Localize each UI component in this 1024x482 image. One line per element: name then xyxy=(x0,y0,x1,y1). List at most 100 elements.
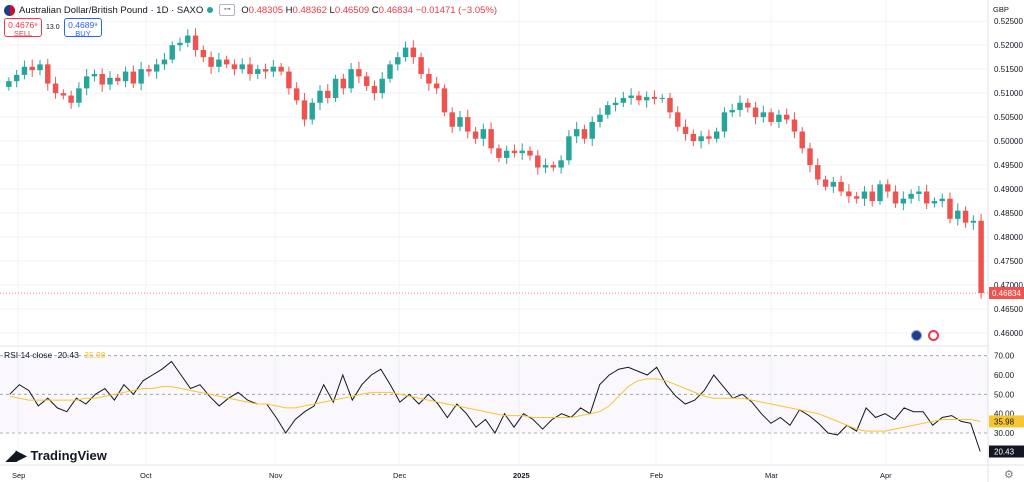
candle-body xyxy=(581,129,588,139)
candle-body xyxy=(185,35,191,43)
price-tick-label: 0.46000 xyxy=(994,329,1023,338)
candle-body xyxy=(325,90,331,98)
time-tick-label: Oct xyxy=(140,471,153,480)
candle-body xyxy=(643,96,650,101)
candle-body xyxy=(177,42,183,46)
settings-gear-icon[interactable]: ⚙ xyxy=(1004,469,1014,481)
candle-body xyxy=(363,76,370,86)
candle-body xyxy=(340,78,347,89)
candle-body xyxy=(900,198,907,204)
candle-body xyxy=(231,64,238,70)
rsi-line xyxy=(9,360,981,452)
buy-button[interactable]: 0.4689⁹ BUY xyxy=(64,18,102,37)
candle-body xyxy=(348,69,354,89)
candle-body xyxy=(239,64,245,70)
candle-body xyxy=(426,73,432,84)
candle-body xyxy=(550,165,557,168)
price-tick-label: 0.50000 xyxy=(994,137,1023,146)
ohlc-values: O0.48305 H0.48362 L0.46509 C0.46834 −0.0… xyxy=(241,4,497,16)
time-tick-label: Dec xyxy=(393,471,407,480)
rsi-tick-label: 50.00 xyxy=(994,390,1015,399)
candle-body xyxy=(115,77,121,82)
tradingview-logo-icon: ◢▶ xyxy=(6,447,27,463)
time-tick-label: Mar xyxy=(765,471,778,480)
candle-body xyxy=(955,210,961,219)
price-tick-label: 0.48000 xyxy=(994,233,1023,242)
candle-body xyxy=(146,69,152,72)
rsi-value: 20.43 xyxy=(57,350,79,360)
time-tick-label: Feb xyxy=(650,471,663,480)
candle-body xyxy=(29,66,35,71)
alert-icon[interactable]: ⊶ xyxy=(219,4,236,16)
rsi-ma-value: 35.98 xyxy=(84,350,106,360)
candle-body xyxy=(783,114,790,120)
last-price-badge xyxy=(989,286,1024,299)
candle-body xyxy=(822,179,829,187)
time-tick-label: Nov xyxy=(269,471,283,480)
candle-body xyxy=(371,85,378,94)
candle-body xyxy=(309,102,315,120)
currency-label[interactable]: GBP xyxy=(993,5,1009,14)
candle-body xyxy=(908,193,914,199)
candle-body xyxy=(60,93,67,96)
time-tick-label: Apr xyxy=(880,471,892,480)
candle-body xyxy=(99,73,105,85)
candle-body xyxy=(916,191,922,194)
rsi-legend[interactable]: RSI 14 close 20.43 35.98 xyxy=(4,350,106,360)
candle-body xyxy=(752,107,759,118)
candle-body xyxy=(356,69,362,77)
candle-body xyxy=(939,198,945,202)
price-tick-label: 0.49000 xyxy=(994,185,1023,194)
candle-body xyxy=(892,191,899,204)
candle-body xyxy=(853,196,860,199)
candle-body xyxy=(169,45,175,60)
candle-body xyxy=(620,97,627,103)
candle-body xyxy=(698,136,704,142)
candle-body xyxy=(45,64,51,84)
candle-body xyxy=(496,148,502,158)
candle-body xyxy=(542,165,549,168)
rsi-tick-label: 40.00 xyxy=(994,410,1015,419)
candle-body xyxy=(216,59,222,67)
sell-button[interactable]: 0.4676⁹ SELL xyxy=(4,18,42,37)
price-tick-label: 0.50500 xyxy=(994,113,1023,122)
candle-body xyxy=(13,74,20,82)
candle-body xyxy=(465,117,471,132)
rsi-badge xyxy=(989,445,1024,458)
rsi-name: RSI 14 close xyxy=(4,350,53,360)
economic-event-icon[interactable] xyxy=(911,330,922,341)
candle-body xyxy=(776,114,782,122)
symbol-header: Australian Dollar/British Pound · 1D · S… xyxy=(4,3,497,17)
candle-body xyxy=(6,81,12,87)
rsi-tick-label: 30.00 xyxy=(994,429,1015,438)
candles-group xyxy=(6,28,984,299)
candle-body xyxy=(885,184,891,192)
candle-body xyxy=(612,102,619,106)
candle-body xyxy=(379,78,385,94)
candle-body xyxy=(37,64,43,71)
price-tick-label: 0.46500 xyxy=(994,305,1023,314)
market-status-icon xyxy=(207,7,214,13)
candle-body xyxy=(161,59,168,65)
candle-body xyxy=(667,97,673,113)
candle-body xyxy=(947,198,953,219)
candle-body xyxy=(449,112,455,127)
candle-body xyxy=(706,136,712,139)
spread-value: 13.0 xyxy=(46,24,60,31)
candle-body xyxy=(597,114,603,122)
candle-body xyxy=(402,47,409,58)
candle-body xyxy=(130,71,137,84)
symbol-title[interactable]: Australian Dollar/British Pound · 1D · S… xyxy=(19,4,204,16)
candle-body xyxy=(815,165,821,180)
candle-body xyxy=(768,112,774,122)
candle-body xyxy=(760,112,767,118)
candle-body xyxy=(682,126,689,134)
candle-body xyxy=(729,109,735,113)
earnings-event-icon[interactable] xyxy=(928,330,939,341)
candle-body xyxy=(278,66,284,72)
candle-body xyxy=(192,35,199,50)
candle-body xyxy=(138,69,144,84)
candle-body xyxy=(223,59,230,65)
candle-body xyxy=(200,49,207,58)
